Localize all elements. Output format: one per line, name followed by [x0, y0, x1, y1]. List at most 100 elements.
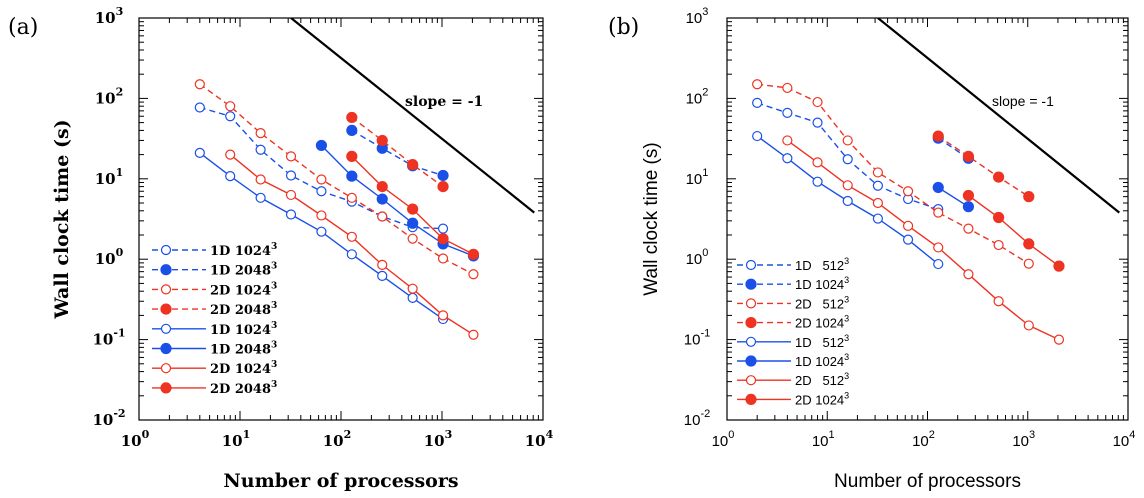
series-6 [315, 139, 480, 262]
series-2 [346, 124, 449, 182]
legend-marker [160, 264, 172, 276]
data-point [255, 144, 266, 155]
y-tick-label: 10-2 [92, 407, 125, 429]
legend-item: 1D 5123 [737, 333, 849, 350]
legend-marker [745, 278, 757, 290]
x-axis-title: Number of processors [223, 470, 458, 492]
data-point [255, 174, 266, 185]
legend-label: 1D 20483 [210, 341, 277, 358]
x-tick-label: 100 [121, 428, 150, 450]
legend: 1D 10243 1D 20483 2D 10243 2D 20483 1D 10243… [152, 242, 277, 397]
y-tick-label: 10-2 [684, 408, 710, 429]
data-point [285, 209, 297, 220]
data-point [1023, 320, 1034, 331]
x-tick-label: 104 [1113, 429, 1136, 450]
y-tick-label: 101 [686, 167, 709, 188]
data-point [346, 249, 357, 260]
data-point [407, 292, 418, 304]
series-4 [932, 130, 1035, 203]
slope-annotation: slope = -1 [405, 94, 483, 110]
legend-marker [745, 336, 757, 347]
data-point [962, 150, 975, 162]
legend-item: 2D 5123 [737, 294, 849, 311]
legend-item: 1D 20483 [152, 262, 277, 279]
data-point [963, 223, 974, 234]
data-point [468, 329, 479, 340]
data-point [346, 231, 357, 242]
legend-marker [745, 317, 757, 329]
data-point [752, 130, 763, 142]
legend-label: 1D 10243 [795, 275, 849, 292]
data-point [437, 169, 449, 182]
data-point [1023, 238, 1035, 250]
data-point [285, 170, 297, 181]
series-line [937, 135, 1030, 198]
x-tick-label: 101 [812, 429, 835, 450]
series-line [967, 194, 1060, 267]
panel-label-a: (a) [8, 15, 38, 40]
y-tick-label: 10-1 [684, 328, 710, 349]
data-point [752, 79, 763, 90]
data-point [842, 180, 853, 191]
y-tick-label: 100 [686, 247, 709, 268]
data-point [993, 211, 1005, 224]
series-8 [346, 150, 480, 260]
legend-item: 1D 10243 [152, 242, 277, 259]
series-7 [225, 149, 479, 340]
legend-marker [160, 244, 172, 256]
legend-label: 1D 10243 [795, 352, 849, 369]
x-tick-label: 100 [712, 429, 735, 450]
data-point [1023, 258, 1034, 269]
legend-label: 1D 5123 [795, 333, 849, 350]
data-point [346, 111, 358, 124]
legend-item: 2D 20483 [152, 380, 277, 397]
data-point [842, 135, 853, 146]
plot-frame [138, 17, 544, 421]
data-point [346, 124, 358, 136]
series-3 [752, 79, 1034, 269]
legend-item: 2D 20483 [152, 301, 277, 318]
legend-marker [160, 363, 172, 374]
data-point [932, 181, 944, 194]
x-tick-label: 103 [1012, 429, 1035, 450]
data-point [782, 82, 793, 94]
y-axis-title: Wall clock time (s) [641, 142, 662, 295]
data-point [225, 171, 236, 182]
legend-item: 2D 5123 [737, 371, 849, 388]
data-point [467, 248, 480, 260]
legend-item: 2D 10243 [737, 314, 849, 331]
legend-item: 1D 10243 [737, 275, 849, 292]
data-point [962, 201, 975, 213]
y-tick-label: 102 [686, 86, 709, 107]
series-line [937, 186, 969, 208]
data-point [407, 217, 419, 229]
y-tick-label: 103 [686, 6, 709, 27]
data-point [346, 192, 357, 203]
y-tick-label: 100 [95, 246, 124, 268]
data-point [376, 193, 388, 205]
legend-item: 1D 5123 [737, 256, 849, 273]
chart-panel-a: 100 101 102 103 104 10-2 10-1 100 101 102 103 Numbe… [51, 5, 554, 492]
legend-item: 2D 10243 [737, 390, 849, 407]
legend-marker [745, 355, 757, 367]
data-point [933, 258, 944, 270]
data-point [933, 242, 944, 253]
legend-label: 1D 5123 [795, 256, 849, 273]
series-line [757, 83, 1030, 265]
x-tick-label: 103 [424, 428, 453, 450]
data-point [377, 211, 388, 222]
x-tick-label: 101 [222, 428, 251, 450]
series-4 [346, 111, 449, 193]
data-point [872, 180, 883, 191]
series-3 [194, 79, 479, 280]
legend-label: 1D 10243 [210, 321, 277, 338]
series-5 [752, 130, 944, 270]
data-point [255, 128, 266, 139]
series-line [320, 144, 474, 257]
legend-label: 2D 10243 [210, 360, 277, 377]
legend-item: 1D 10243 [152, 321, 277, 338]
data-point [285, 151, 297, 162]
data-point [872, 197, 883, 209]
legend-label: 2D 10243 [795, 314, 849, 331]
